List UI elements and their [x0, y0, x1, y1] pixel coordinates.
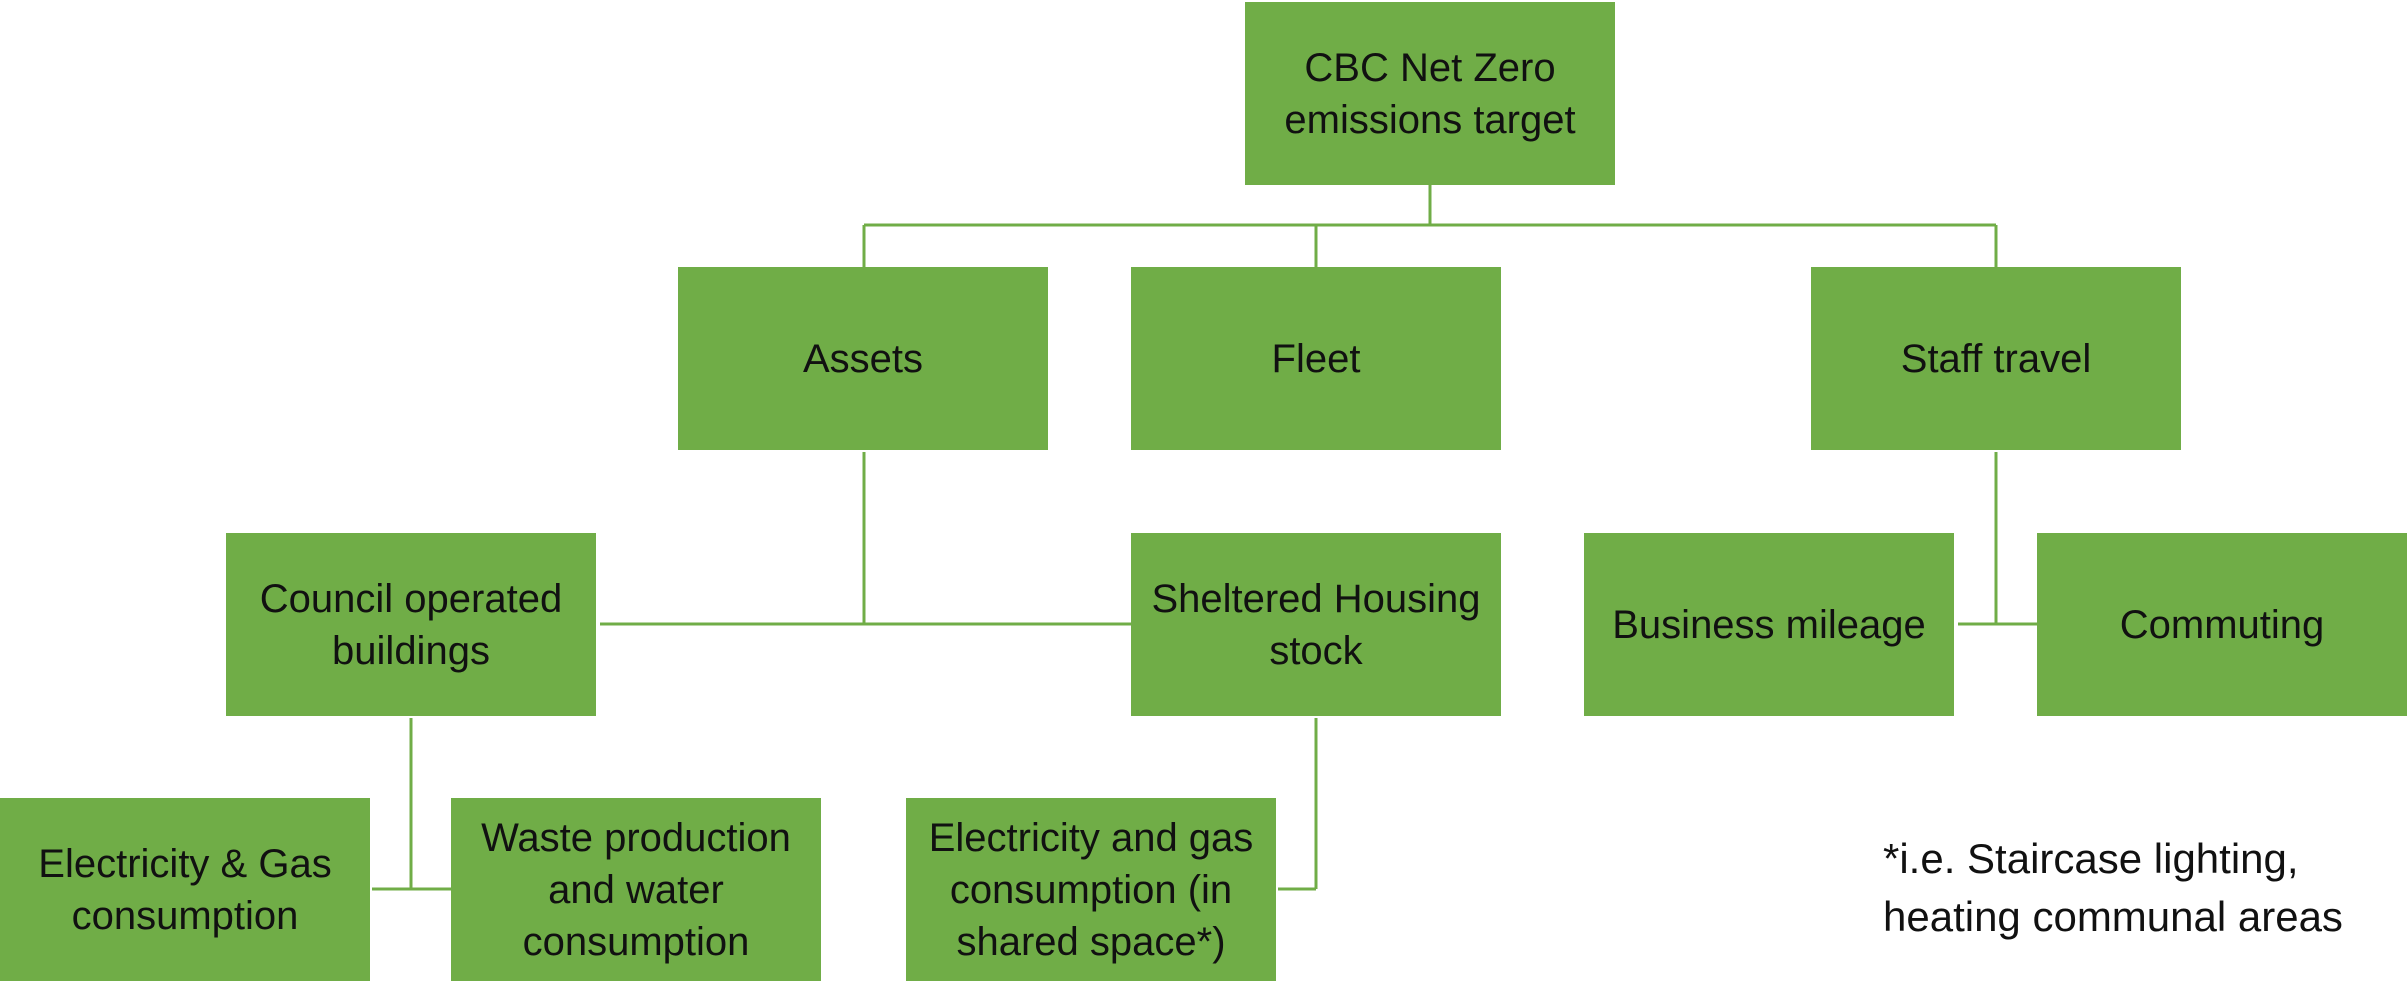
footnote: *i.e. Staircase lighting, heating commun… [1883, 835, 2343, 940]
node: Electricity & Gas consumption [0, 798, 370, 981]
node: Council operated buildings [226, 533, 596, 716]
node: Waste production and water consumption [451, 798, 821, 981]
node: Assets [678, 267, 1048, 450]
node: Commuting [2037, 533, 2407, 716]
node: Sheltered Housing stock [1131, 533, 1501, 716]
node: Staff travel [1811, 267, 2181, 450]
node: Electricity and gas consumption (in shar… [906, 798, 1276, 981]
node: Fleet [1131, 267, 1501, 450]
node: Business mileage [1584, 533, 1954, 716]
node: CBC Net Zero emissions target [1245, 2, 1615, 185]
